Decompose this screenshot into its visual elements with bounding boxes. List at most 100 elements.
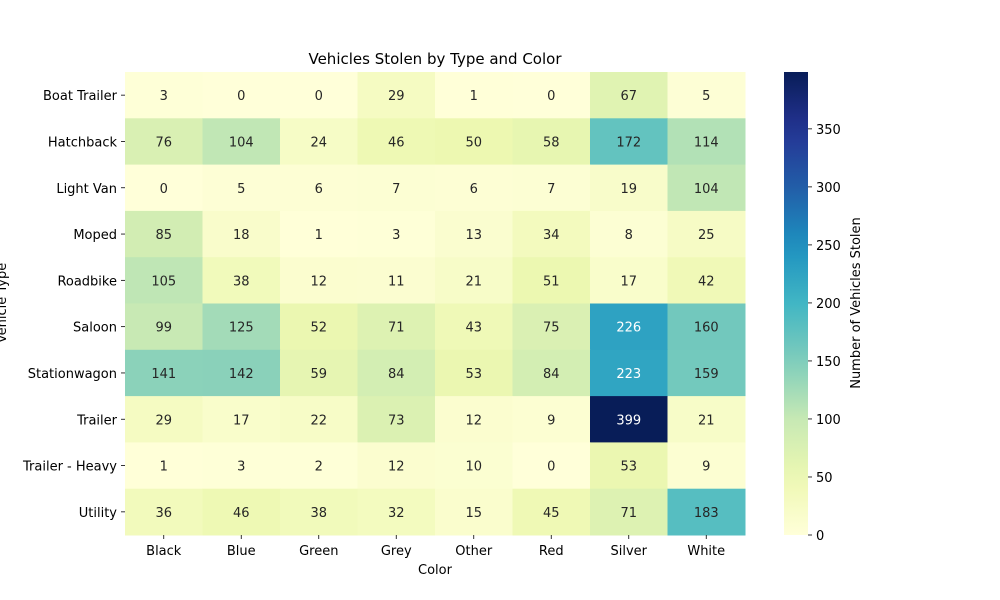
- cell-value-label: 172: [616, 135, 641, 150]
- heatmap-cell: [590, 488, 668, 536]
- heatmap-cell: [590, 257, 668, 304]
- heatmap-cell: [512, 164, 591, 212]
- cell-value-label: 399: [616, 413, 641, 428]
- cell-value-label: 43: [465, 321, 482, 336]
- y-tick-label: Trailer - Heavy: [22, 460, 117, 475]
- heatmap-cell: [202, 303, 281, 351]
- heatmap-cell: [125, 303, 203, 351]
- heatmap-cell: [357, 257, 436, 304]
- cell-value-label: 18: [233, 228, 250, 243]
- heatmap-cell: [667, 118, 746, 166]
- heatmap-cell: [590, 396, 668, 443]
- x-tick-label: Silver: [610, 544, 647, 559]
- cell-value-label: 1: [315, 228, 323, 243]
- y-tick-label: Hatchback: [48, 135, 118, 150]
- cell-value-label: 75: [543, 321, 560, 336]
- cell-value-label: 24: [310, 135, 327, 150]
- colorbar-tick-label: 250: [816, 239, 841, 254]
- heatmap-cell: [512, 442, 591, 490]
- cell-value-label: 76: [155, 135, 172, 150]
- cell-value-label: 22: [310, 413, 327, 428]
- heatmap-cell: [667, 257, 746, 304]
- heatmap-cell: [435, 72, 513, 119]
- cell-value-label: 9: [702, 460, 710, 475]
- heatmap-cell: [512, 396, 591, 443]
- cell-value-label: 9: [547, 413, 555, 428]
- heatmap-cell: [125, 488, 203, 536]
- heatmap-cell: [125, 118, 203, 166]
- cell-value-label: 59: [310, 367, 327, 382]
- colorbar-tick-label: 150: [816, 355, 841, 370]
- heatmap-cell: [202, 349, 281, 397]
- x-tick-label: Other: [455, 544, 493, 559]
- heatmap-cell: [357, 442, 436, 490]
- heatmap-cell: [280, 164, 358, 212]
- heatmap-cell: [590, 442, 668, 490]
- heatmap-cell: [512, 72, 591, 119]
- x-tick-label: Black: [146, 544, 182, 559]
- heatmap-cell: [202, 257, 281, 304]
- cell-value-label: 67: [620, 89, 637, 104]
- heatmap-cell: [125, 164, 203, 212]
- cell-value-label: 6: [315, 182, 323, 197]
- cell-value-label: 84: [388, 367, 405, 382]
- cell-value-label: 58: [543, 135, 560, 150]
- heatmap-cell: [667, 164, 746, 212]
- heatmap-cell: [667, 72, 746, 119]
- heatmap-cell: [125, 396, 203, 443]
- heatmap-cell: [202, 118, 281, 166]
- cell-value-label: 3: [237, 460, 245, 475]
- heatmap-cell: [280, 257, 358, 304]
- heatmap-cell: [202, 442, 281, 490]
- x-tick-label: Green: [299, 544, 338, 559]
- heatmap-cell: [202, 396, 281, 443]
- heatmap-cell: [435, 118, 513, 166]
- heatmap-cell: [667, 442, 746, 490]
- heatmap-cell: [125, 349, 203, 397]
- cell-value-label: 71: [620, 506, 637, 521]
- colorbar-tick-label: 0: [816, 529, 824, 544]
- heatmap-cell: [280, 442, 358, 490]
- cell-value-label: 7: [547, 182, 555, 197]
- cell-value-label: 15: [465, 506, 482, 521]
- cell-value-label: 125: [229, 321, 254, 336]
- cell-value-label: 6: [470, 182, 478, 197]
- cell-value-label: 51: [543, 274, 560, 289]
- cell-value-label: 226: [616, 321, 641, 336]
- colorbar-gradient: [784, 72, 808, 535]
- heatmap-cell: [435, 164, 513, 212]
- cell-value-label: 104: [229, 135, 254, 150]
- cell-value-label: 46: [233, 506, 250, 521]
- colorbar-tick-label: 50: [816, 471, 833, 486]
- x-tick-label: Blue: [227, 544, 256, 559]
- heatmap-cell: [280, 303, 358, 351]
- cell-value-label: 0: [237, 89, 245, 104]
- heatmap-cell: [590, 210, 668, 258]
- chart-title: Vehicles Stolen by Type and Color: [308, 50, 562, 68]
- y-tick-label: Boat Trailer: [43, 89, 118, 104]
- cell-value-label: 85: [155, 228, 172, 243]
- cell-value-label: 45: [543, 506, 560, 521]
- heatmap-cell: [280, 72, 358, 119]
- cell-value-label: 104: [694, 182, 719, 197]
- heatmap-cell: [435, 442, 513, 490]
- y-tick-label: Roadbike: [57, 274, 117, 289]
- cell-value-label: 105: [151, 274, 176, 289]
- heatmap-cell: [125, 442, 203, 490]
- heatmap-cell: [280, 488, 358, 536]
- cell-value-label: 36: [155, 506, 172, 521]
- cell-value-label: 38: [310, 506, 327, 521]
- cell-value-label: 8: [625, 228, 633, 243]
- cell-value-label: 159: [694, 367, 719, 382]
- cell-value-label: 34: [543, 228, 560, 243]
- cell-value-label: 160: [694, 321, 719, 336]
- cell-value-label: 21: [698, 413, 715, 428]
- cell-value-label: 52: [310, 321, 327, 336]
- x-tick-label: Red: [539, 544, 564, 559]
- heatmap-cell: [357, 164, 436, 212]
- cell-value-label: 5: [237, 182, 245, 197]
- heatmap-cell: [590, 349, 668, 397]
- heatmap-cell: [357, 349, 436, 397]
